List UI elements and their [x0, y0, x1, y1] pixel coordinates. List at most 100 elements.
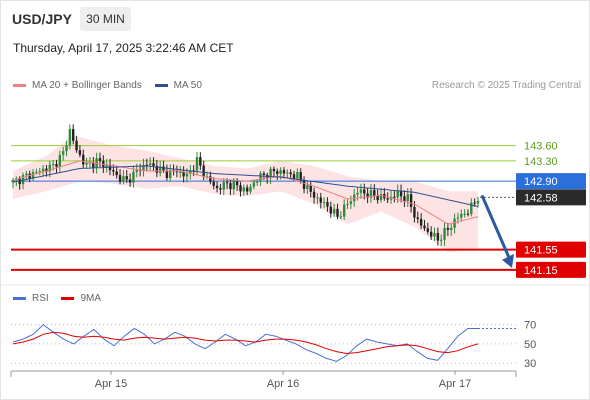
candle-body	[78, 150, 82, 155]
candle-body	[165, 170, 169, 179]
level-label-143.30: 143.30	[524, 156, 558, 168]
x-tick-label: Apr 17	[439, 378, 471, 390]
candle-body	[440, 239, 443, 241]
candle-body	[379, 194, 383, 201]
candle-body	[326, 202, 329, 207]
candle-body	[470, 202, 473, 214]
rsi-swatch-icon	[13, 296, 26, 300]
candle-body	[336, 208, 339, 217]
candle-body	[85, 162, 88, 165]
candle-body	[61, 151, 65, 155]
candle-body	[443, 228, 446, 240]
candle-body	[296, 172, 299, 179]
candle-body	[242, 187, 246, 192]
candle-body	[356, 192, 359, 195]
ma50-line	[12, 165, 479, 207]
ma20-line	[12, 160, 479, 225]
candle-body	[306, 185, 309, 189]
legend-ma20-label: MA 20 + Bollinger Bands	[32, 80, 142, 91]
level-label-141.55: 141.55	[524, 245, 558, 257]
candle-body	[128, 179, 132, 183]
candle-body	[289, 172, 292, 175]
candle-body	[115, 171, 118, 176]
forecast-arrow-head	[502, 253, 514, 268]
candle-body	[349, 201, 353, 204]
candle-body	[199, 157, 202, 166]
candle-body	[152, 163, 155, 166]
candle-body	[249, 186, 252, 192]
candle-body	[316, 197, 319, 199]
candle-body	[55, 163, 58, 167]
candle-body	[75, 140, 78, 151]
legend-ma50-label: MA 50	[173, 80, 202, 91]
candle-body	[189, 170, 192, 174]
candle-body	[142, 164, 145, 171]
candle-body	[339, 216, 343, 218]
candle-body	[292, 174, 296, 179]
candle-body	[413, 206, 416, 218]
candle-body	[423, 225, 426, 229]
level-tag-142.90	[516, 173, 586, 190]
bollinger-band	[13, 135, 478, 253]
rsi-series-RSI	[12, 323, 478, 362]
x-tick-label: Apr 15	[95, 378, 127, 390]
candle-body	[332, 208, 336, 214]
candle-body	[65, 145, 68, 152]
candle-body	[476, 200, 480, 204]
candle-body	[433, 233, 436, 237]
candle-body	[35, 171, 38, 173]
candle-body	[406, 194, 409, 201]
candle-body	[359, 189, 363, 193]
candle-body	[212, 181, 215, 186]
rsi-legend: RSI 9MA	[13, 293, 111, 304]
candle-body	[429, 231, 433, 237]
candle-body	[286, 172, 289, 174]
candle-body	[92, 162, 95, 168]
candle-body	[135, 169, 138, 172]
candle-body	[222, 182, 225, 190]
candle-body	[346, 203, 349, 205]
candle-body	[456, 217, 460, 219]
ma50-swatch-icon	[154, 83, 168, 87]
rsi-tick-30: 30	[524, 358, 536, 370]
candle-body	[232, 181, 235, 190]
legend-rsi-label: RSI	[32, 293, 49, 304]
candle-body	[312, 191, 316, 198]
candle-body	[112, 170, 115, 172]
candle-body	[45, 168, 48, 172]
timeframe-badge[interactable]: 30 MIN	[80, 7, 131, 31]
candle-body	[182, 171, 185, 177]
candle-body	[118, 175, 122, 182]
candle-body	[11, 180, 15, 183]
header-bar: USD/JPY 30 MIN	[1, 1, 589, 35]
candle-body	[219, 188, 222, 190]
candle-body	[399, 190, 403, 197]
level-tag-141.55	[516, 241, 586, 258]
x-tick-label: Apr 16	[267, 378, 299, 390]
candle-body	[28, 173, 31, 179]
candle-body	[215, 185, 219, 189]
candle-body	[209, 176, 212, 182]
candle-body	[322, 202, 326, 204]
level-tag-141.15	[516, 261, 586, 278]
candle-body	[125, 176, 128, 180]
candle-body	[376, 195, 379, 201]
candle-body	[31, 172, 35, 179]
candle-body	[403, 196, 406, 201]
candle-body	[299, 172, 302, 181]
candle-body	[122, 176, 125, 182]
candle-body	[419, 218, 423, 226]
legend-item-rsi: RSI	[13, 293, 49, 304]
candle-body	[366, 193, 369, 198]
candle-body	[18, 178, 21, 185]
legend-item-ma20: MA 20 + Bollinger Bands	[13, 80, 142, 91]
candle-body	[302, 180, 306, 189]
datetime-label: Thursday, April 17, 2025 3:22:46 AM CET	[13, 41, 234, 55]
level-label-143.60: 143.60	[524, 141, 558, 153]
rsi-tick-50: 50	[524, 339, 536, 351]
ma9-swatch-icon	[61, 296, 75, 300]
level-label-141.15: 141.15	[524, 265, 558, 277]
candle-body	[453, 218, 456, 228]
candle-body	[450, 227, 453, 230]
candle-body	[259, 173, 262, 182]
